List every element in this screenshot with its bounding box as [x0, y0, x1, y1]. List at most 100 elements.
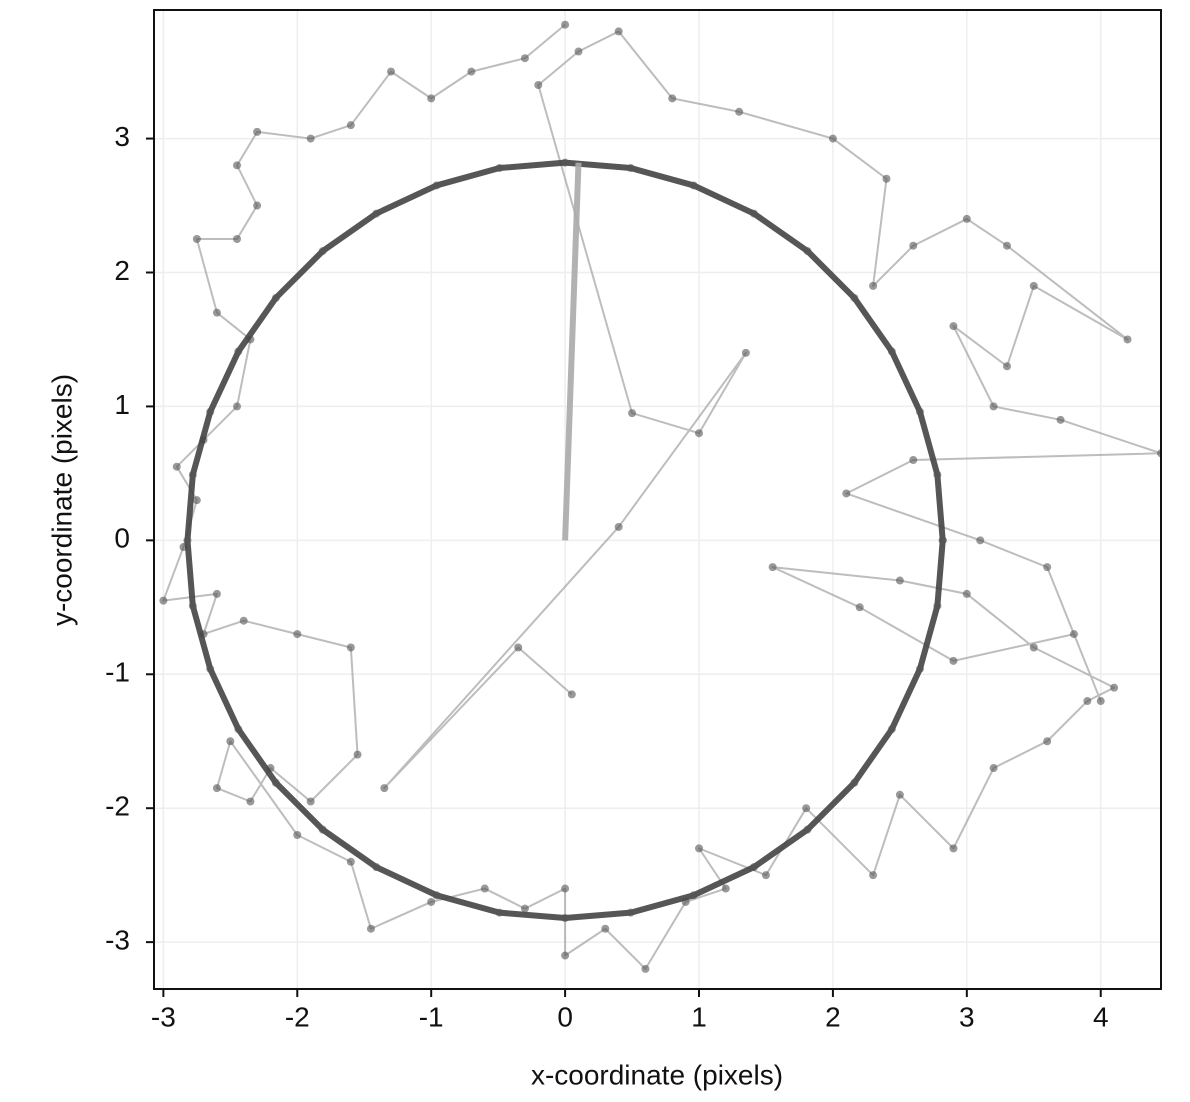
- data-point: [233, 402, 242, 411]
- data-point: [432, 891, 441, 900]
- data-point: [233, 235, 242, 244]
- data-point: [989, 764, 998, 773]
- data-point: [641, 964, 650, 973]
- data-point: [938, 536, 947, 545]
- data-point: [159, 596, 168, 605]
- data-point: [306, 797, 315, 806]
- data-point: [346, 121, 355, 130]
- data-point: [626, 908, 635, 917]
- data-point: [749, 863, 758, 872]
- data-point: [887, 347, 896, 356]
- series-line: [562, 162, 582, 541]
- x-axis-title: x-coordinate (pixels): [531, 1059, 783, 1090]
- data-point: [1029, 281, 1038, 290]
- data-point: [495, 908, 504, 917]
- data-point: [534, 80, 543, 89]
- data-point: [949, 844, 958, 853]
- data-point: [234, 347, 243, 356]
- data-point: [372, 209, 381, 218]
- data-point: [206, 664, 215, 673]
- data-point: [318, 247, 327, 256]
- data-point: [768, 563, 777, 572]
- data-point: [183, 536, 192, 545]
- x-tick-label: 2: [825, 1001, 841, 1032]
- data-point: [1003, 362, 1012, 371]
- data-point: [293, 630, 302, 639]
- data-point: [933, 601, 942, 610]
- data-point: [909, 455, 918, 464]
- data-point: [741, 348, 750, 357]
- x-tick-label: 4: [1093, 1001, 1109, 1032]
- series-line: [162, 23, 1161, 970]
- data-point: [895, 790, 904, 799]
- data-point: [668, 94, 677, 103]
- data-point: [520, 54, 529, 63]
- data-point: [689, 181, 698, 190]
- data-point: [495, 164, 504, 173]
- y-tick-label: -3: [105, 925, 130, 956]
- data-point: [869, 871, 878, 880]
- data-point: [514, 643, 523, 652]
- data-point: [803, 247, 812, 256]
- data-point: [234, 725, 243, 734]
- data-point: [601, 924, 610, 933]
- data-point: [842, 489, 851, 498]
- y-tick-label: 3: [114, 121, 130, 152]
- data-point: [520, 904, 529, 913]
- data-point: [855, 603, 864, 612]
- data-point: [695, 844, 704, 853]
- data-point: [387, 67, 396, 76]
- y-tick-label: 1: [114, 389, 130, 420]
- data-point: [962, 214, 971, 223]
- data-point: [192, 496, 201, 505]
- data-point: [427, 94, 436, 103]
- data-point: [346, 857, 355, 866]
- data-point: [1003, 241, 1012, 250]
- data-point: [574, 47, 583, 56]
- data-point: [803, 825, 812, 834]
- data-point: [192, 235, 201, 244]
- data-point: [206, 407, 215, 416]
- data-point: [1043, 563, 1052, 572]
- data-point: [915, 407, 924, 416]
- y-tick-label: 2: [114, 255, 130, 286]
- data-point: [933, 470, 942, 479]
- data-point: [869, 281, 878, 290]
- data-point: [561, 884, 570, 893]
- data-point: [561, 20, 570, 29]
- x-tick-label: 1: [691, 1001, 707, 1032]
- data-point: [1083, 697, 1092, 706]
- data-point: [380, 784, 389, 793]
- data-point: [626, 164, 635, 173]
- y-tick-label: -2: [105, 791, 130, 822]
- data-point: [1123, 335, 1132, 344]
- data-point: [239, 616, 248, 625]
- y-tick-label: -1: [105, 657, 130, 688]
- grid: [154, 10, 1161, 989]
- x-tick-label: 0: [557, 1001, 573, 1032]
- data-point: [172, 462, 181, 471]
- y-axis-title: y-coordinate (pixels): [46, 374, 77, 626]
- data-point: [212, 784, 221, 793]
- data-point: [366, 924, 375, 933]
- y-tick-label: 0: [114, 523, 130, 554]
- data-point: [735, 107, 744, 116]
- data-point: [976, 536, 985, 545]
- data-point: [749, 209, 758, 218]
- data-point: [614, 27, 623, 36]
- data-point: [353, 750, 362, 759]
- plot-area: [159, 20, 1161, 973]
- data-point: [253, 127, 262, 136]
- data-point: [850, 293, 859, 302]
- data-point: [689, 891, 698, 900]
- data-point: [561, 158, 570, 167]
- data-point: [628, 409, 637, 418]
- data-point: [721, 884, 730, 893]
- data-point: [909, 241, 918, 250]
- data-point: [895, 576, 904, 585]
- data-point: [271, 778, 280, 787]
- data-point: [887, 725, 896, 734]
- data-point: [949, 322, 958, 331]
- data-point: [989, 402, 998, 411]
